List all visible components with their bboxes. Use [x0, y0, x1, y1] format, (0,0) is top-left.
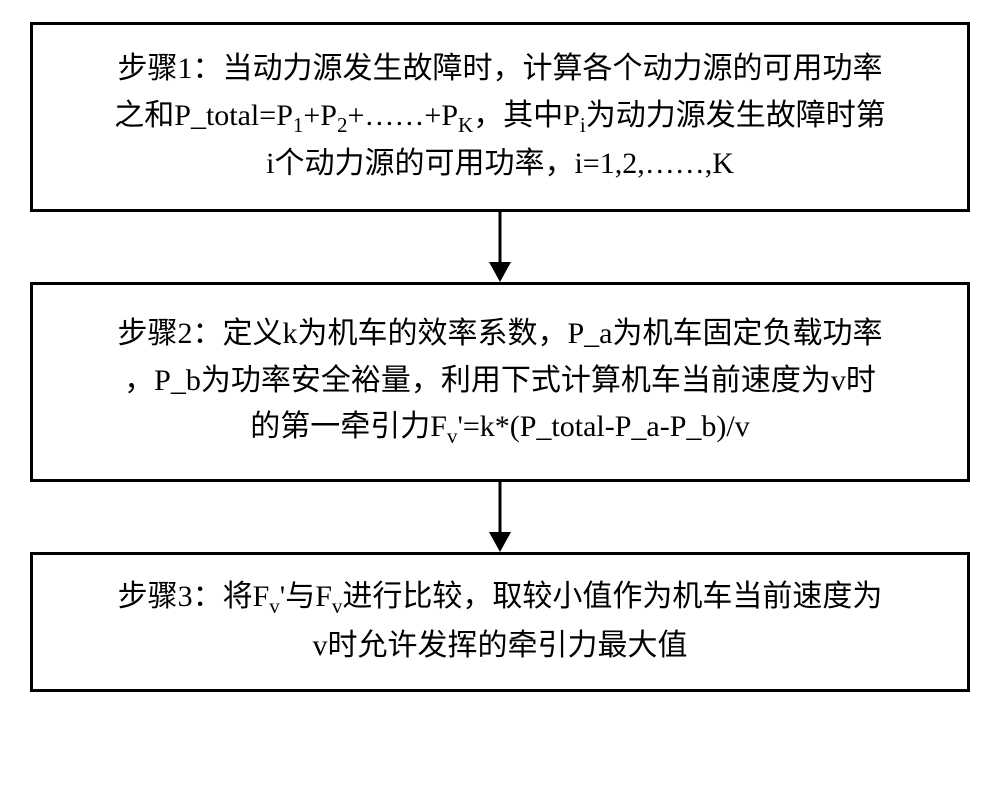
step-1-line-2: 之和P_total=P1+P2+……+PK，其中Pi为动力源发生故障时第	[53, 93, 947, 142]
s1-l2-d: ，其中P	[473, 99, 580, 132]
arrow-1	[480, 212, 520, 282]
s3-l1-sub2: v	[332, 594, 343, 618]
s1-l2-b: +P	[303, 99, 337, 132]
arrow-down-icon	[480, 482, 520, 552]
step-1-line-3: i个动力源的可用功率，i=1,2,……,K	[53, 141, 947, 188]
step-3-line-1: 步骤3：将Fv'与Fv进行比较，取较小值作为机车当前速度为	[53, 574, 947, 623]
s1-l2-a: 之和P_total=P	[114, 99, 293, 132]
s1-l2-sub3: K	[458, 113, 473, 137]
step-2-line-2: ，P_b为功率安全裕量，利用下式计算机车当前速度为v时	[53, 358, 947, 405]
s2-l3-a: 的第一牵引力F	[250, 410, 447, 443]
step-2-line-3: 的第一牵引力Fv'=k*(P_total-P_a-P_b)/v	[53, 404, 947, 453]
step-1-box: 步骤1：当动力源发生故障时，计算各个动力源的可用功率 之和P_total=P1+…	[30, 22, 970, 212]
step-3-line-2: v时允许发挥的牵引力最大值	[53, 623, 947, 670]
step-2-box: 步骤2：定义k为机车的效率系数，P_a为机车固定负载功率 ，P_b为功率安全裕量…	[30, 282, 970, 482]
step-1-line-1: 步骤1：当动力源发生故障时，计算各个动力源的可用功率	[53, 46, 947, 93]
s3-l1-a: 步骤3：将F	[118, 580, 270, 613]
arrow-down-icon	[480, 212, 520, 282]
step-3-box: 步骤3：将Fv'与Fv进行比较，取较小值作为机车当前速度为 v时允许发挥的牵引力…	[30, 552, 970, 692]
s1-l2-sub1: 1	[293, 113, 304, 137]
s1-l2-sub2: 2	[337, 113, 348, 137]
s2-l3-b: '=k*(P_total-P_a-P_b)/v	[457, 410, 749, 443]
s3-l1-b: '与F	[280, 580, 332, 613]
step-2-line-1: 步骤2：定义k为机车的效率系数，P_a为机车固定负载功率	[53, 311, 947, 358]
s3-l1-sub1: v	[269, 594, 280, 618]
s1-l2-c: +……+P	[347, 99, 458, 132]
s2-l3-sub: v	[447, 424, 458, 448]
s3-l1-c: 进行比较，取较小值作为机车当前速度为	[342, 580, 882, 613]
arrow-2	[480, 482, 520, 552]
s1-l2-e: 为动力源发生故障时第	[586, 99, 886, 132]
